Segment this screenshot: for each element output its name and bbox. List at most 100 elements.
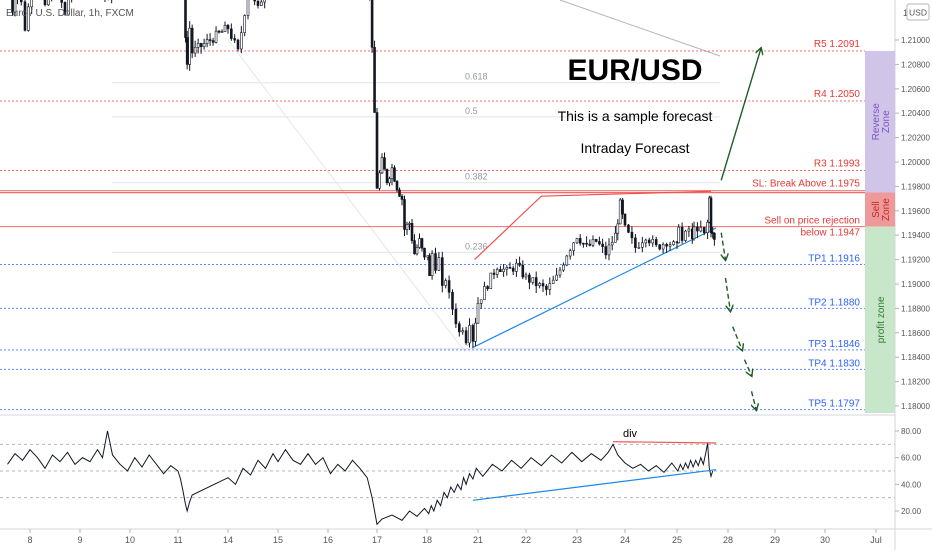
fib-level-0: 0 xyxy=(112,338,720,350)
time-tick-label: 25 xyxy=(672,535,682,545)
candle-body xyxy=(373,47,376,113)
candle-body xyxy=(451,291,454,310)
sell-zone: SellZone xyxy=(865,192,895,227)
price-tick-label: 1.19800 xyxy=(901,182,930,191)
svg-text:0.618: 0.618 xyxy=(465,72,488,82)
candle-body xyxy=(410,223,414,241)
candle-body xyxy=(233,38,236,41)
candle-body xyxy=(680,226,684,241)
candle-body xyxy=(495,269,499,275)
candle-body xyxy=(661,244,665,250)
candle-body xyxy=(621,199,624,215)
candle-body xyxy=(388,178,391,184)
candle-body xyxy=(644,239,648,244)
candle-body xyxy=(548,283,552,290)
candle-body xyxy=(677,226,681,244)
candle-body xyxy=(67,0,70,15)
candle-body xyxy=(545,285,548,290)
candle-body xyxy=(214,30,218,43)
candle-body xyxy=(647,239,651,244)
time-tick-label: 30 xyxy=(820,535,830,545)
candle-body xyxy=(651,239,655,244)
candle-body xyxy=(43,0,47,6)
candle-body xyxy=(555,274,558,281)
time-tick-label: 17 xyxy=(372,535,382,545)
fib-level-0.618: 0.618 xyxy=(112,72,720,84)
candle-body xyxy=(405,224,409,230)
candle-body xyxy=(623,213,627,226)
svg-text:0: 0 xyxy=(465,338,470,348)
level-r5: R5 1.2091 xyxy=(0,39,865,52)
candle-body xyxy=(508,267,512,269)
candle-body xyxy=(515,262,518,272)
candle-body xyxy=(230,28,233,39)
candle-body xyxy=(479,299,483,304)
candle-body xyxy=(524,274,528,278)
time-tick-label: 14 xyxy=(223,535,233,545)
candle-body xyxy=(558,269,562,276)
candle-body xyxy=(572,242,575,251)
candle-body xyxy=(534,277,538,287)
candle-body xyxy=(375,112,379,189)
rsi-divergence-label: div xyxy=(623,428,638,440)
level-tp3-label: TP3 1.1846 xyxy=(808,339,860,350)
candle-body xyxy=(47,0,50,6)
candle-body xyxy=(665,244,668,247)
time-tick-label: 28 xyxy=(723,535,733,545)
price-tick-label: 1.19400 xyxy=(901,231,930,240)
candle-body xyxy=(511,267,515,272)
candle-body xyxy=(634,237,637,248)
candle-body xyxy=(415,247,419,255)
level-r3: R3 1.1993 xyxy=(0,159,865,172)
candle-body xyxy=(654,239,658,246)
rsi-tick-label: 40.00 xyxy=(901,480,922,489)
sell-zone-label: SellZone xyxy=(871,198,892,221)
time-tick-label: 16 xyxy=(323,535,333,545)
rsi-divergence-line xyxy=(612,441,717,444)
level-tp2-label: TP2 1.1880 xyxy=(808,297,860,308)
candle-body xyxy=(188,27,191,65)
level-sl-label: SL: Break Above 1.1975 xyxy=(752,179,860,190)
candle-body xyxy=(208,39,212,41)
price-tick-label: 1.18400 xyxy=(901,353,930,362)
reverse-zone-label: ReverseZone xyxy=(871,103,892,141)
time-tick-label: 18 xyxy=(422,535,432,545)
candle-body xyxy=(627,224,630,233)
candle-body xyxy=(499,269,502,273)
annotation-title: EUR/USD xyxy=(567,54,702,87)
candle-body xyxy=(447,280,451,293)
level-sell-label: Sell on price rejection xyxy=(764,216,860,227)
arrow-up xyxy=(720,49,761,181)
candle-body xyxy=(437,257,441,271)
candle-body xyxy=(528,274,531,283)
candle-body xyxy=(582,242,585,245)
level-tp5: TP5 1.1797 xyxy=(0,399,865,411)
time-tick-label: 11 xyxy=(173,535,182,545)
candle-body xyxy=(616,223,620,234)
candle-body xyxy=(692,226,696,240)
candle-body xyxy=(471,325,475,342)
arrow-down-5 xyxy=(750,391,757,409)
candle-body xyxy=(706,221,709,234)
candle-body xyxy=(27,6,30,31)
candle-body xyxy=(217,30,221,33)
rsi-tick-label: 20.00 xyxy=(901,507,922,516)
candle-body xyxy=(190,27,194,54)
candle-body xyxy=(461,330,465,333)
candle-body xyxy=(19,0,23,3)
candle-body xyxy=(588,243,592,246)
candle-body xyxy=(521,264,525,278)
arrow-down-2 xyxy=(724,277,730,311)
fib-level-0.5: 0.5 xyxy=(112,106,720,118)
level-tp2: TP2 1.1880 xyxy=(0,297,865,309)
currency-badge[interactable]: USD xyxy=(906,3,930,21)
candle-body xyxy=(63,2,67,15)
candle-body xyxy=(699,227,703,232)
time-tick-label: 9 xyxy=(77,535,82,545)
candle-body xyxy=(454,308,458,325)
candle-body xyxy=(256,0,260,6)
trendline-resistance xyxy=(474,190,712,261)
candle-body xyxy=(400,195,404,200)
